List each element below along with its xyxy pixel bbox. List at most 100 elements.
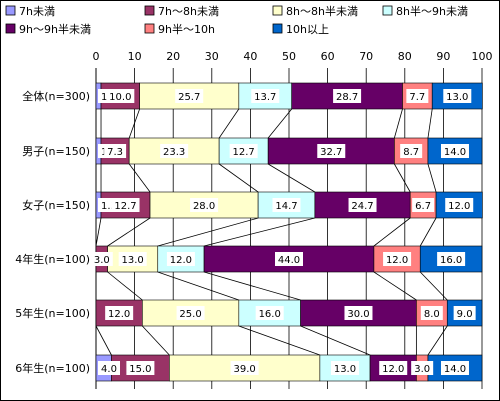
bars: 1.310.025.713.728.77.713.01.37.323.312.7… xyxy=(90,82,483,382)
legend-swatch-0 xyxy=(5,5,16,16)
series-connector-line xyxy=(107,271,143,301)
legend-label-4: 9h～9h半未満 xyxy=(19,22,91,36)
data-label-bg xyxy=(344,306,373,320)
data-label: 13.0 xyxy=(446,92,468,103)
data-label-bg xyxy=(440,144,469,158)
data-label: 15.0 xyxy=(129,364,151,375)
data-label-bg xyxy=(330,361,359,375)
legend-swatch-2 xyxy=(272,5,283,16)
data-label: 12.7 xyxy=(114,201,136,212)
legend-swatch-1 xyxy=(144,5,155,16)
data-label-bg xyxy=(379,361,408,375)
data-label: 12.0 xyxy=(448,201,470,212)
data-label-bg xyxy=(443,89,472,103)
data-label: 7.7 xyxy=(409,92,425,103)
data-label: 12.7 xyxy=(233,147,255,158)
x-axis-ticks: 0 10 20 30 40 50 60 70 80 90 100 xyxy=(93,50,493,63)
series-connector-line xyxy=(218,163,259,193)
data-label-bg xyxy=(406,89,429,103)
gridlines xyxy=(95,68,483,389)
data-label-bg xyxy=(230,361,259,375)
data-label: 44.0 xyxy=(278,255,300,266)
x-tick-label: 0 xyxy=(93,50,100,63)
data-label: 23.3 xyxy=(163,147,185,158)
x-tick-label: 40 xyxy=(243,50,257,63)
data-label: 16.0 xyxy=(440,255,462,266)
data-label-bg xyxy=(90,252,113,266)
legend-label-0: 7h未満 xyxy=(19,5,55,18)
legend-label-3: 8h半～9h未満 xyxy=(396,4,468,18)
data-label-bg xyxy=(420,306,443,320)
series-connector-line xyxy=(427,163,437,193)
category-label: 4年生(n=100) xyxy=(15,252,90,266)
data-label: 13.0 xyxy=(122,255,144,266)
legend: 7h未満 7h～8h未満 8h～8h半未満 8h半～9h未満 9h～9h半未満 9h半～1… xyxy=(5,4,468,36)
data-label-bg xyxy=(111,198,140,212)
data-label: 1.3 xyxy=(101,201,117,212)
data-label-bg xyxy=(160,144,189,158)
data-label-bg xyxy=(98,361,120,375)
data-label: 30.0 xyxy=(347,309,369,320)
category-label: 女子(n=150) xyxy=(22,198,90,212)
series-connector-line xyxy=(267,163,316,193)
data-label-bg xyxy=(348,198,377,212)
data-label-bg xyxy=(190,198,219,212)
series-connector-line xyxy=(267,108,293,139)
data-label-bg xyxy=(400,144,423,158)
series-connector-line xyxy=(128,108,140,139)
series-connector-line xyxy=(203,271,301,301)
data-label: 10.0 xyxy=(109,92,131,103)
series-connector-line xyxy=(427,325,448,356)
data-label: 14.0 xyxy=(444,147,466,158)
series-connector-line xyxy=(157,217,259,247)
legend-label-6: 10h以上 xyxy=(286,23,329,36)
data-label-bg xyxy=(175,89,204,103)
x-tick-label: 100 xyxy=(472,50,493,63)
data-label: 7.3 xyxy=(107,147,123,158)
legend-swatch-4 xyxy=(5,23,16,34)
category-label: 男子(n=150) xyxy=(22,145,90,158)
data-label-bg xyxy=(255,306,284,320)
data-label-bg xyxy=(383,252,412,266)
data-label-bg xyxy=(104,144,127,158)
data-label: 9.0 xyxy=(457,309,473,320)
x-tick-label: 10 xyxy=(128,50,142,63)
data-label-bg xyxy=(437,252,466,266)
data-label-bg xyxy=(453,306,476,320)
legend-label-5: 9h半～10h xyxy=(158,22,215,36)
series-connector-line xyxy=(419,271,448,301)
series-connector-line xyxy=(218,108,240,139)
data-label: 39.0 xyxy=(233,364,255,375)
series-connector-line xyxy=(373,271,417,301)
category-label: 全体(n=300) xyxy=(22,89,90,103)
bar-segment xyxy=(128,137,220,165)
category-labels: 全体(n=300) 男子(n=150) 女子(n=150) 4年生(n=100) 5年生… xyxy=(15,89,90,375)
x-tick-label: 50 xyxy=(282,50,296,63)
series-connector-line xyxy=(373,217,411,247)
data-label-bg xyxy=(105,306,134,320)
data-label-bg xyxy=(118,252,147,266)
data-label: 12.0 xyxy=(382,364,404,375)
legend-swatch-6 xyxy=(272,23,283,34)
data-label-bg xyxy=(176,306,205,320)
data-label: 28.0 xyxy=(193,201,215,212)
data-label: 8.7 xyxy=(403,147,419,158)
data-label: 13.0 xyxy=(334,364,356,375)
x-tick-label: 80 xyxy=(398,50,412,63)
x-tick-label: 20 xyxy=(166,50,180,63)
x-tick-label: 90 xyxy=(436,50,450,63)
data-label-bg xyxy=(166,252,195,266)
series-connectors xyxy=(95,108,448,356)
data-label-bg xyxy=(445,198,474,212)
legend-label-1: 7h～8h未満 xyxy=(158,5,219,18)
data-label: 24.7 xyxy=(351,201,373,212)
legend-label-2: 8h～8h半未満 xyxy=(286,4,358,18)
series-connector-line xyxy=(203,217,315,247)
data-label: 4.0 xyxy=(101,364,117,375)
data-label: 28.7 xyxy=(336,92,358,103)
data-label: 14.7 xyxy=(275,201,297,212)
data-label: 14.0 xyxy=(444,364,466,375)
x-tick-label: 70 xyxy=(359,50,373,63)
